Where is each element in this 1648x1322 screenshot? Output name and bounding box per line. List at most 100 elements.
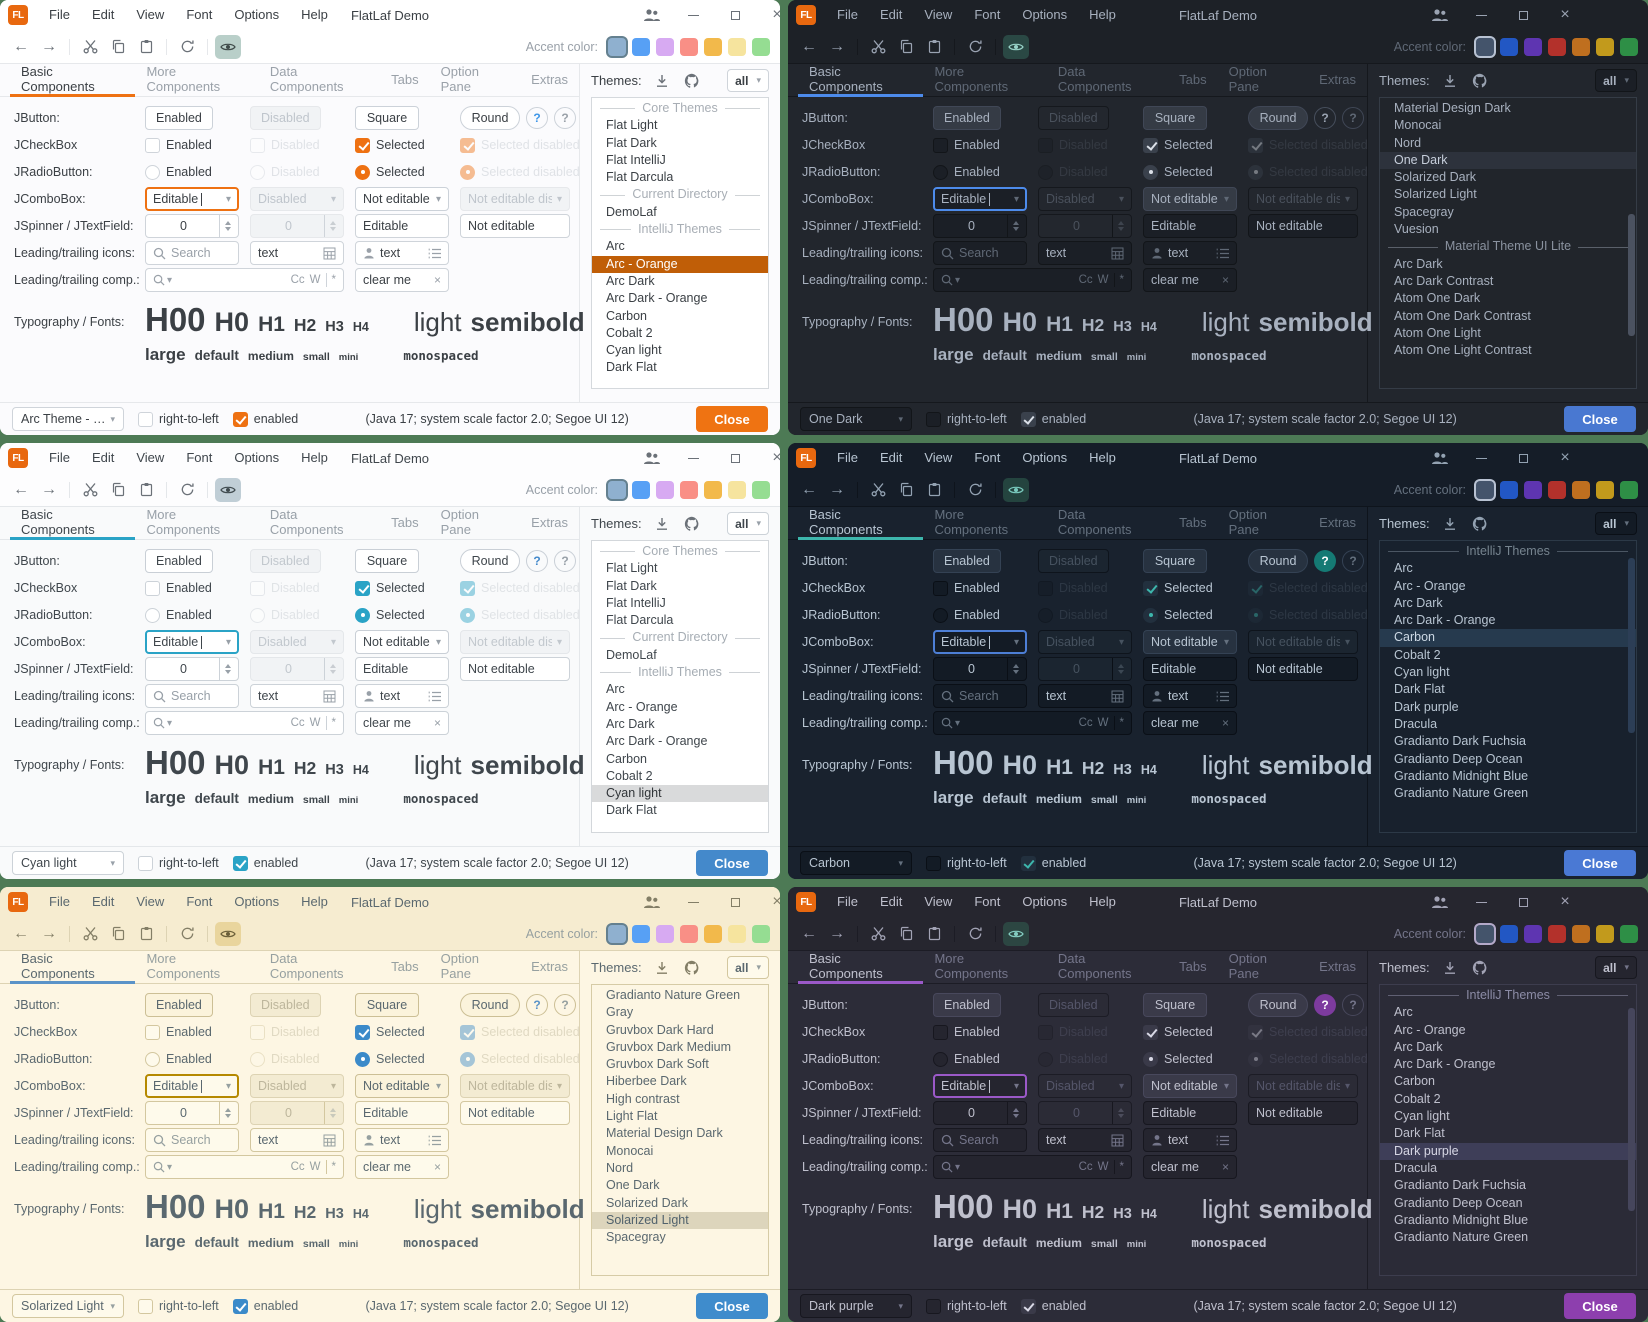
themes-filter-select[interactable]: all ▾ — [727, 956, 769, 979]
paste-button[interactable] — [921, 35, 947, 59]
theme-list-item[interactable]: Cobalt 2 — [606, 768, 653, 783]
theme-list-item[interactable]: Atom One Light — [1394, 325, 1481, 340]
accent-color-swatch[interactable] — [728, 924, 746, 943]
accent-color-swatch[interactable] — [728, 37, 746, 56]
right-to-left-checkbox[interactable]: right-to-left — [138, 855, 219, 871]
list-icon[interactable] — [1216, 691, 1229, 702]
spinner-down-icon[interactable] — [1012, 227, 1019, 231]
tab[interactable]: Data Components — [1057, 951, 1132, 981]
spinner-buttons[interactable] — [1006, 658, 1019, 680]
accent-color-swatch[interactable] — [1476, 37, 1494, 56]
accent-color-swatch[interactable] — [656, 37, 674, 56]
menu-item[interactable]: View — [924, 894, 953, 909]
tab[interactable]: Extras — [531, 514, 568, 530]
theme-list-item[interactable]: Gradianto Dark Fuchsia — [1394, 734, 1527, 749]
chevron-down-icon[interactable]: ▾ — [225, 193, 231, 205]
cut-button[interactable] — [77, 35, 103, 59]
close-window-button[interactable]: × — [1544, 443, 1586, 473]
tab[interactable]: Data Components — [269, 951, 344, 981]
accent-color-swatch[interactable] — [1548, 924, 1566, 943]
back-button[interactable]: ← — [801, 37, 817, 55]
text-input-person[interactable]: text — [355, 241, 449, 265]
theme-list-item[interactable]: Carbon — [606, 308, 647, 323]
accent-color-swatch[interactable] — [1548, 37, 1566, 56]
whole-word-toggle[interactable]: W — [309, 1161, 321, 1173]
not-editable-textfield[interactable]: Not editable — [1248, 214, 1358, 238]
theme-list-item[interactable]: Arc - Orange — [606, 699, 678, 714]
radio-enabled[interactable]: Enabled — [145, 607, 212, 623]
checkbox-selected[interactable]: Selected — [1143, 1024, 1213, 1040]
paste-button[interactable] — [133, 478, 159, 502]
not-editable-textfield[interactable]: Not editable — [460, 1101, 570, 1125]
radio-enabled[interactable]: Enabled — [933, 1051, 1000, 1067]
search-with-options-input[interactable]: ▾ Cc W * — [145, 1155, 344, 1179]
spinner-buttons[interactable] — [218, 215, 231, 237]
accent-color-swatch[interactable] — [1596, 480, 1614, 499]
clearable-input[interactable]: clear me × — [355, 711, 449, 735]
editable-combobox[interactable]: Editable ▾ — [933, 1074, 1027, 1098]
spinner-down-icon[interactable] — [1012, 670, 1019, 674]
refresh-button[interactable] — [962, 35, 988, 59]
paste-button[interactable] — [133, 922, 159, 946]
theme-list-item[interactable]: Solarized Light — [1394, 187, 1477, 202]
users-icon[interactable] — [630, 443, 672, 473]
tab[interactable]: Data Components — [1057, 507, 1132, 537]
close-button[interactable]: Close — [1564, 850, 1636, 876]
enabled-checkbox[interactable]: enabled — [1020, 1298, 1086, 1314]
theme-list-item[interactable]: Cyan light — [1394, 1109, 1450, 1124]
github-icon[interactable] — [1470, 958, 1490, 978]
theme-list-item[interactable]: Arc - Orange — [1394, 1022, 1466, 1037]
accent-color-swatch[interactable] — [608, 924, 626, 943]
theme-list-item[interactable]: DemoLaf — [606, 204, 657, 219]
theme-list-item[interactable]: Cobalt 2 — [1394, 1091, 1441, 1106]
download-icon[interactable] — [1440, 71, 1460, 91]
spinner-buttons[interactable] — [1006, 1102, 1019, 1124]
spinner-buttons[interactable] — [218, 658, 231, 680]
theme-list-item[interactable]: Dark Flat — [1394, 682, 1445, 697]
theme-list-item[interactable]: Flat IntelliJ — [606, 595, 666, 610]
close-window-button[interactable]: × — [756, 0, 780, 30]
theme-list-item[interactable]: Arc Dark - Orange — [1394, 613, 1496, 628]
users-icon[interactable] — [630, 887, 672, 917]
enabled-button[interactable]: Enabled — [933, 106, 1001, 130]
enabled-button[interactable]: Enabled — [145, 549, 213, 573]
theme-list-item[interactable]: Flat IntelliJ — [606, 152, 666, 167]
checkbox-enabled[interactable]: Enabled — [145, 580, 212, 596]
spinner[interactable]: 0 — [933, 214, 1027, 238]
menu-item[interactable]: Options — [1022, 7, 1068, 22]
theme-list-item[interactable]: Monocai — [606, 1143, 654, 1158]
list-icon[interactable] — [428, 1135, 441, 1146]
tab[interactable]: Extras — [1319, 71, 1356, 87]
spinner-down-icon[interactable] — [224, 670, 231, 674]
search-with-options-input[interactable]: ▾ Cc W * — [933, 1155, 1132, 1179]
text-input-calendar[interactable]: text — [1038, 241, 1132, 265]
minimize-button[interactable] — [1460, 887, 1502, 917]
theme-list-item[interactable]: Atom One Dark — [1394, 291, 1481, 306]
minimize-button[interactable] — [672, 887, 714, 917]
match-case-toggle[interactable]: Cc — [1078, 274, 1093, 286]
tab[interactable]: Option Pane — [1228, 507, 1267, 537]
theme-list-item[interactable]: Solarized Dark — [606, 1195, 688, 1210]
clear-icon[interactable]: × — [433, 716, 441, 730]
help-button[interactable]: ? — [526, 550, 548, 572]
square-button[interactable]: Square — [355, 993, 419, 1017]
maximize-button[interactable] — [1502, 0, 1544, 30]
menu-item[interactable]: File — [49, 450, 70, 465]
theme-list-item[interactable]: Arc — [1394, 1005, 1413, 1020]
menu-item[interactable]: Help — [1089, 7, 1116, 22]
tab[interactable]: Extras — [531, 71, 568, 87]
accent-color-swatch[interactable] — [1620, 924, 1638, 943]
refresh-button[interactable] — [962, 922, 988, 946]
theme-list-item[interactable]: One Dark — [606, 1178, 660, 1193]
forward-button[interactable]: → — [829, 480, 845, 498]
editable-textfield[interactable]: Editable — [1143, 214, 1237, 238]
theme-list-item[interactable]: Solarized Dark — [1394, 170, 1476, 185]
users-icon[interactable] — [1418, 0, 1460, 30]
accent-color-swatch[interactable] — [1596, 924, 1614, 943]
themes-filter-select[interactable]: all ▾ — [727, 512, 769, 535]
chevron-down-icon[interactable]: ▾ — [435, 1080, 441, 1092]
chevron-down-icon[interactable]: ▾ — [435, 193, 441, 205]
forward-button[interactable]: → — [829, 37, 845, 55]
chevron-down-icon[interactable]: ▾ — [167, 274, 173, 286]
theme-list-item[interactable]: DemoLaf — [606, 647, 657, 662]
